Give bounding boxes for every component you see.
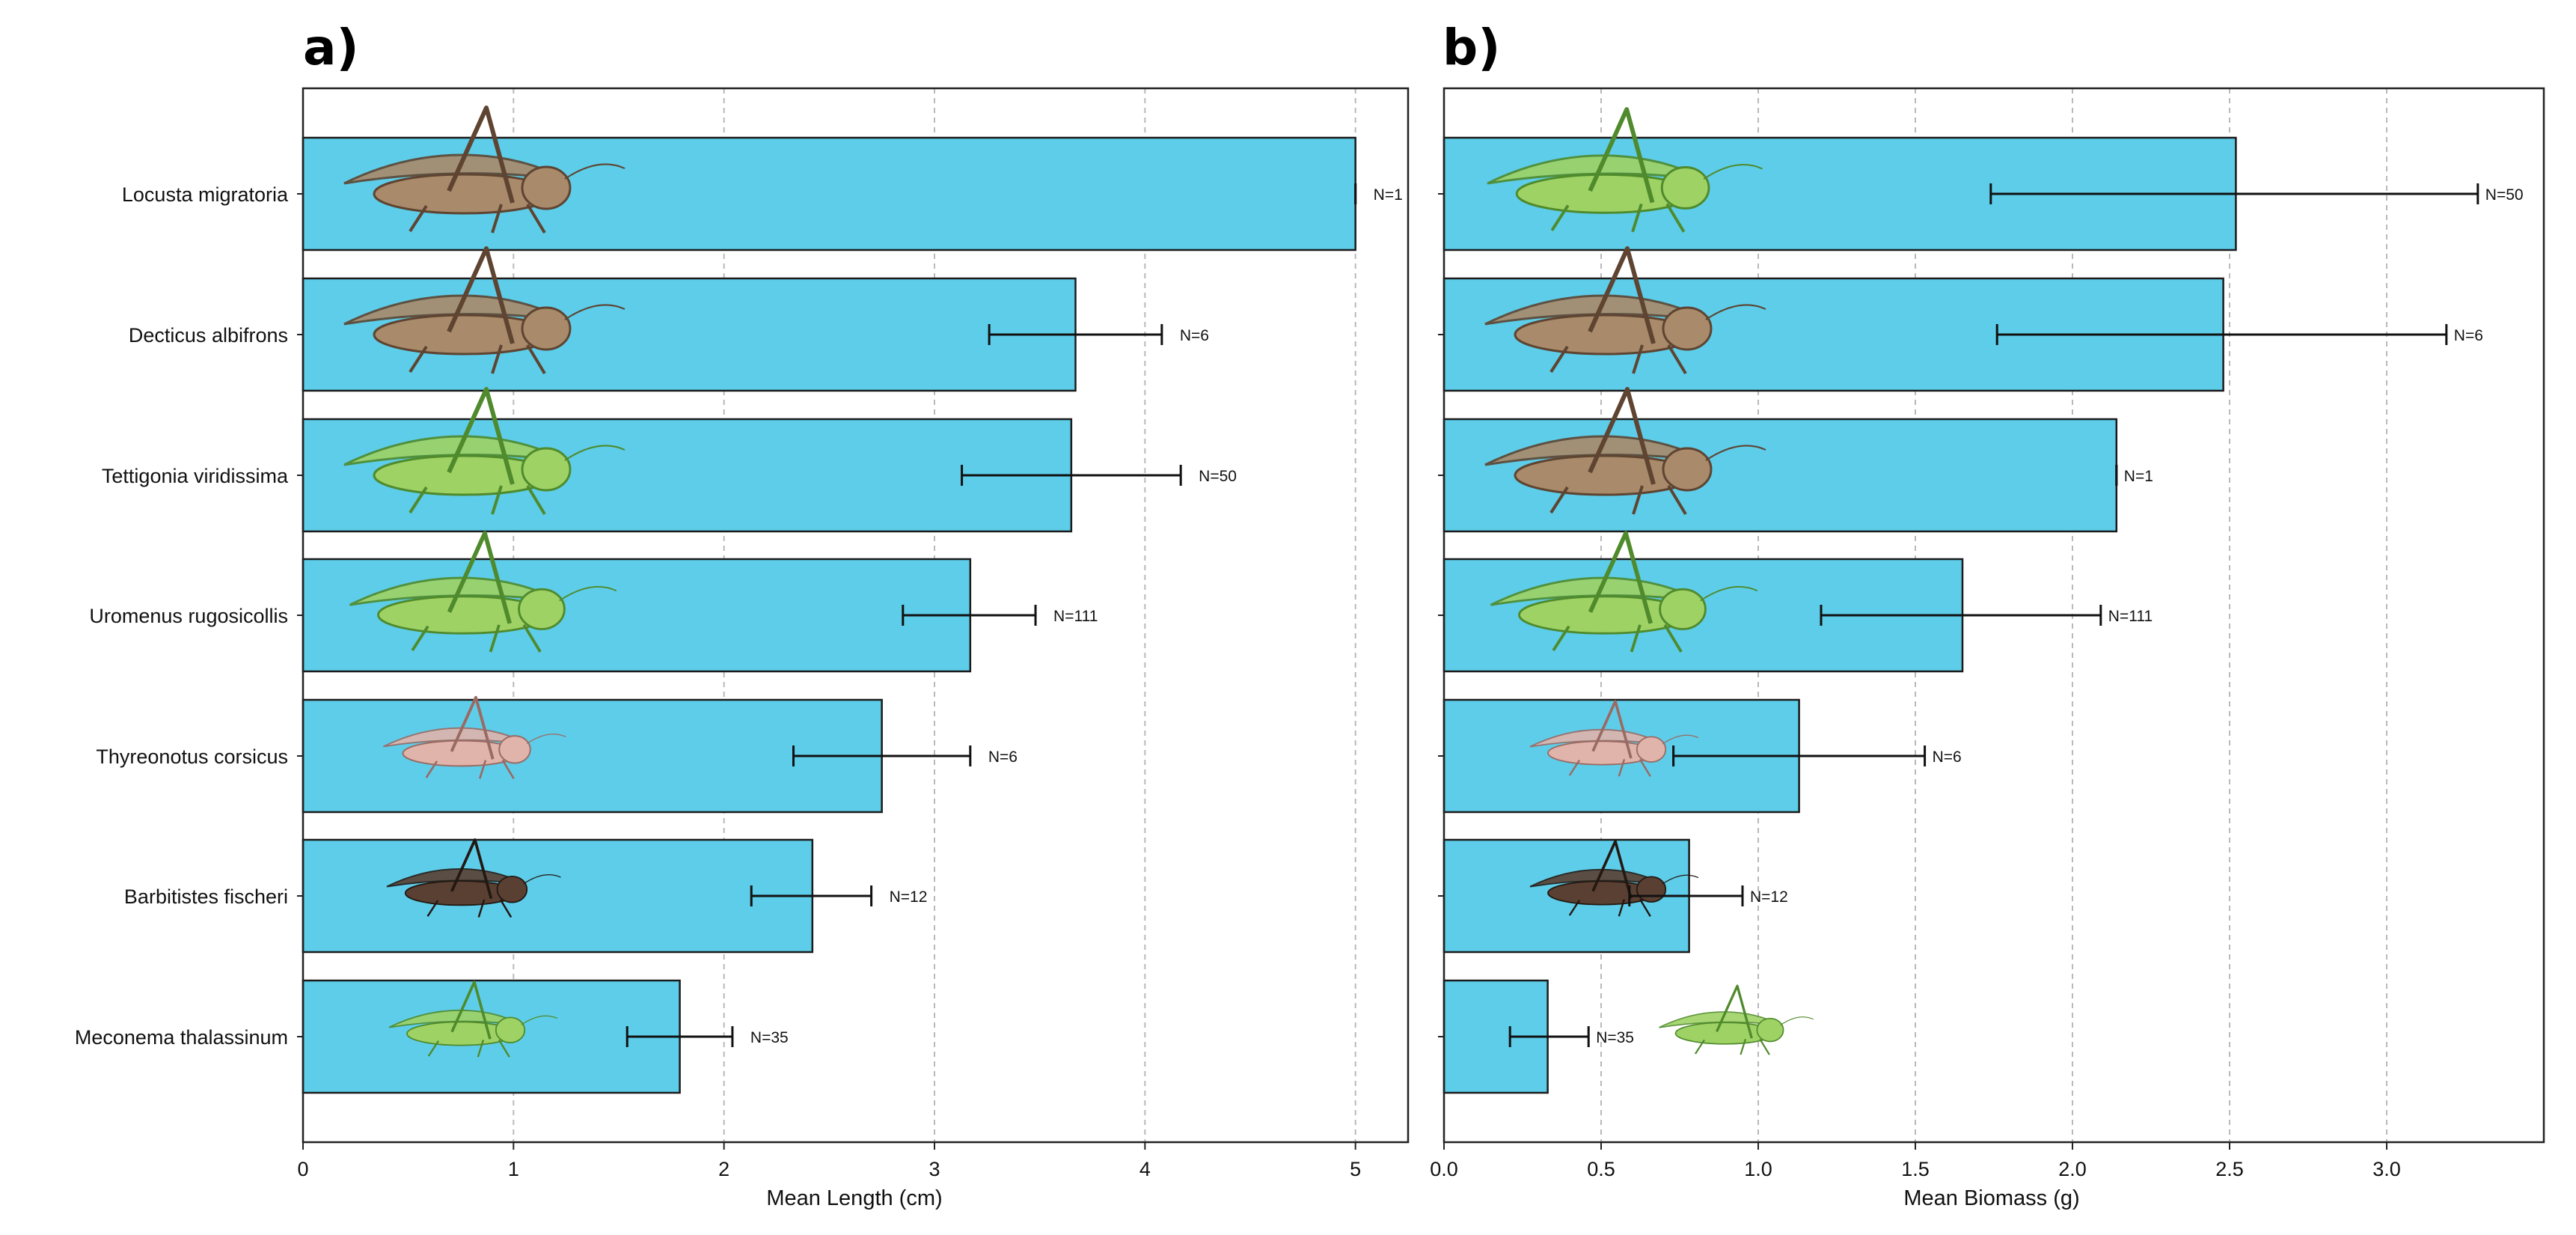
panel-b-n-label: N=12 — [1750, 888, 1788, 906]
panel-a-n-label: N=35 — [750, 1029, 789, 1046]
panel-a-insect-illustration — [388, 981, 558, 1058]
panel-a-category-label: Decticus albifrons — [129, 324, 288, 347]
panel-a-xtick-label: 3 — [928, 1158, 940, 1180]
panel-a-n-label: N=12 — [890, 888, 928, 906]
panel-b-xtick-label: 0.0 — [1430, 1158, 1458, 1180]
panel-a-category-label: Thyreonotus corsicus — [96, 745, 288, 768]
panel-b-n-label: N=50 — [2485, 186, 2524, 204]
panel-b-n-label: N=35 — [1596, 1029, 1634, 1046]
panel-a-xtick-label: 1 — [508, 1158, 519, 1180]
panel-b-xtick-label: 2.5 — [2215, 1158, 2244, 1180]
panel-a-category-label: Locusta migratoria — [122, 183, 289, 206]
panel-b-insect-illustration — [1484, 246, 1766, 375]
panel-a-insect-illustration — [383, 695, 566, 779]
panel-a-xtick-label: 2 — [718, 1158, 729, 1180]
panel-a-xlabel: Mean Length (cm) — [766, 1186, 942, 1210]
panel-b-xtick-label: 0.5 — [1587, 1158, 1615, 1180]
panel-a-bar — [302, 838, 814, 954]
panel-a-n-label: N=50 — [1199, 468, 1237, 485]
panel-a-xtick-label: 0 — [297, 1158, 308, 1180]
panel-b-title: b) — [1443, 19, 1500, 76]
panel-a-n-label: N=1 — [1374, 186, 1403, 204]
panel-a-insect-illustration — [343, 246, 625, 375]
panel-a-insect-illustration — [343, 387, 625, 516]
panel-a-length-chart: N=1 Locusta migratoria N=6 Decticus albifro… — [75, 87, 1410, 1180]
panel-a-xtick-label: 5 — [1350, 1158, 1361, 1180]
panel-b-xtick-label: 3.0 — [2372, 1158, 2401, 1180]
panel-b-insect-illustration — [1529, 700, 1699, 777]
panel-b-insect-illustration — [1487, 107, 1763, 233]
panel-a-category-label: Meconema thalassinum — [75, 1026, 288, 1049]
panel-a-insect-illustration — [349, 531, 617, 653]
panel-a-bar — [302, 698, 883, 814]
panel-b-insect-illustration — [1659, 984, 1814, 1055]
panel-b-insect-illustration — [1484, 387, 1766, 516]
panel-a-frame — [302, 87, 1410, 1144]
panel-b-frame — [1443, 87, 2545, 1144]
panel-a-category-label: Tettigonia viridissima — [102, 465, 289, 487]
panel-b-n-label: N=6 — [2454, 327, 2483, 344]
panel-b-xtick-label: 1.0 — [1744, 1158, 1772, 1180]
panel-b-n-label: N=1 — [2124, 468, 2153, 485]
panel-a-category-label: Uromenus rugosicollis — [89, 605, 288, 627]
panel-b-biomass-chart: N=50 N=6 N=1 N=111 N=6 N=12 N=35 0.0 0.5 1.0 1.5 2.… — [1430, 87, 2545, 1180]
panel-a-n-label: N=6 — [1180, 327, 1209, 344]
panel-b-n-label: N=111 — [2108, 608, 2153, 625]
panel-a-n-label: N=111 — [1053, 608, 1098, 625]
panel-a-xtick-label: 4 — [1139, 1158, 1151, 1180]
panel-a-n-label: N=6 — [988, 748, 1018, 766]
panel-a-insect-illustration — [386, 838, 561, 918]
panel-b-xtick-label: 2.0 — [2058, 1158, 2087, 1180]
panel-b-xlabel: Mean Biomass (g) — [1903, 1186, 2079, 1210]
panel-b-xtick-label: 1.5 — [1901, 1158, 1930, 1180]
panel-b-insect-illustration — [1490, 531, 1758, 653]
panel-b-n-label: N=6 — [1933, 748, 1962, 766]
panel-a-insect-illustration — [343, 106, 625, 234]
panel-a-title: a) — [303, 19, 359, 76]
panel-a-category-label: Barbitistes fischeri — [124, 885, 288, 908]
